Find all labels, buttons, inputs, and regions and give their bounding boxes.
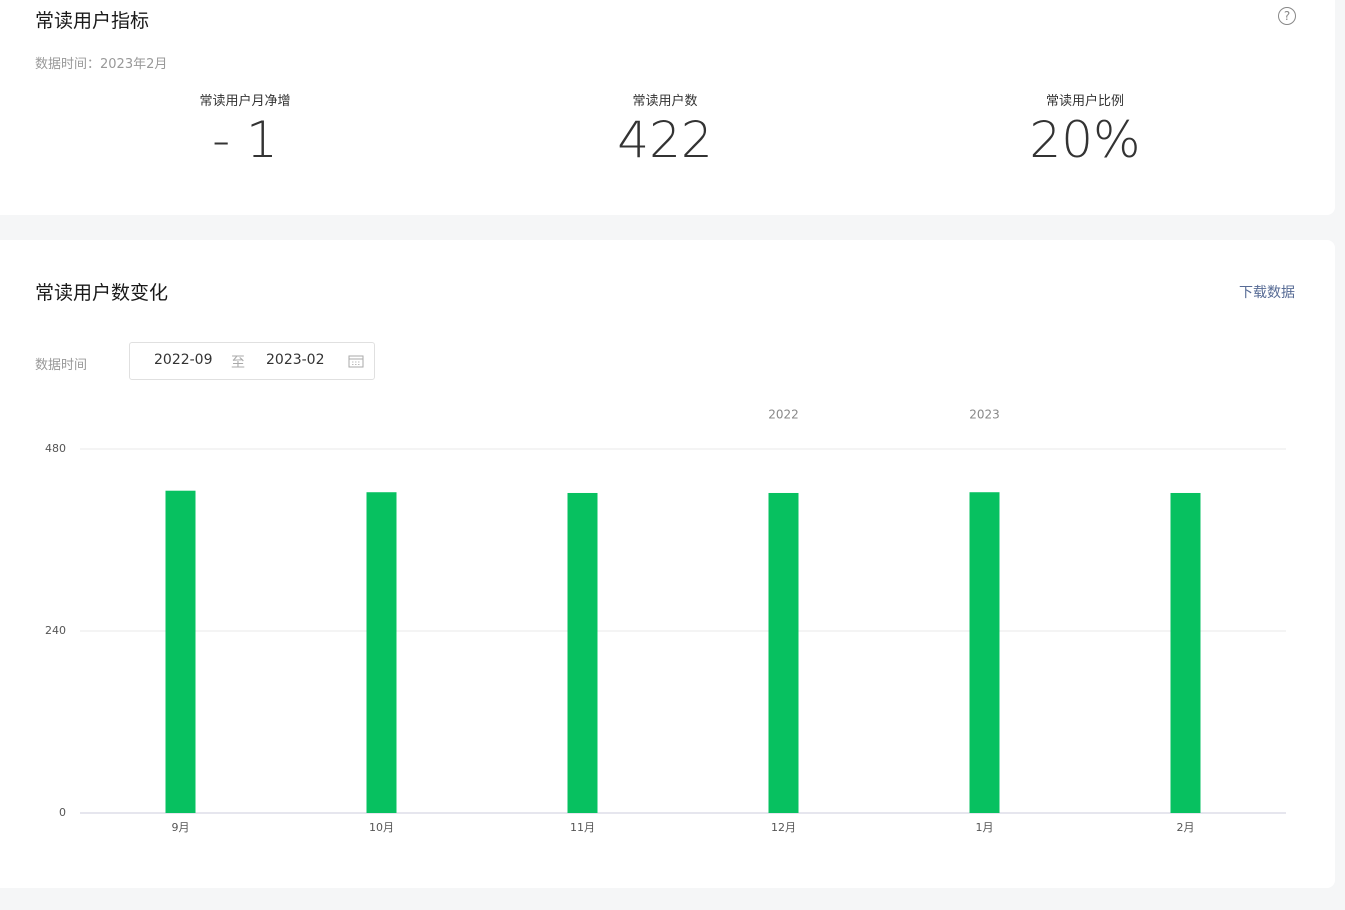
x-tick-label: 12月 (771, 821, 796, 834)
summary-date: 数据时间：2023年2月 (35, 57, 168, 72)
year-label: 2023 (969, 408, 1000, 422)
metric-label: 常读用户月净增 (199, 94, 291, 109)
chart: 0 240 480 9月 10月 11月 12月 2022 1月 2023 2月 (45, 408, 1286, 834)
trend-card: 常读用户数变化 下载数据 数据时间 2022-09 至 2023-02 (0, 240, 1335, 888)
date-range-picker[interactable]: 2022-09 至 2023-02 (129, 342, 375, 380)
metric-value: - 1 (212, 111, 278, 169)
x-tick-label: 10月 (369, 821, 394, 834)
x-tick-label: 2月 (1177, 821, 1195, 834)
end-date: 2023-02 (266, 352, 325, 368)
bar (768, 492, 799, 813)
metric: 常读用户比例 20% (935, 90, 1235, 169)
metric: 常读用户数 422 (515, 90, 815, 169)
y-tick-label: 0 (59, 806, 66, 819)
summary-title: 常读用户指标 (35, 10, 150, 32)
metric-value: 422 (617, 111, 713, 169)
bar (567, 492, 598, 813)
y-tick-label: 480 (45, 442, 66, 455)
separator: 至 (231, 355, 245, 371)
metric-label: 常读用户比例 (1045, 94, 1124, 109)
bar (969, 492, 1000, 813)
y-tick-label: 240 (45, 624, 66, 637)
help-icon[interactable]: ? (1278, 7, 1296, 25)
bar (1170, 492, 1201, 813)
metric-value: 20% (1029, 111, 1141, 169)
x-tick-label: 11月 (570, 821, 595, 834)
year-label: 2022 (768, 408, 799, 422)
bar (165, 490, 196, 813)
x-tick-label: 1月 (976, 821, 994, 834)
metric: 常读用户月净增 - 1 (95, 90, 395, 169)
date-label: 数据时间 (35, 358, 88, 373)
trend-title: 常读用户数变化 (35, 282, 169, 304)
download-link[interactable]: 下载数据 (1239, 285, 1295, 301)
x-tick-label: 9月 (172, 821, 190, 834)
metric-label: 常读用户数 (632, 94, 698, 109)
calendar-icon (348, 355, 364, 368)
bar (366, 492, 397, 813)
start-date: 2022-09 (154, 352, 213, 368)
summary-card: 常读用户指标 数据时间：2023年2月 ? 常读用户月净增 - 1 常读用户数 … (0, 0, 1335, 215)
